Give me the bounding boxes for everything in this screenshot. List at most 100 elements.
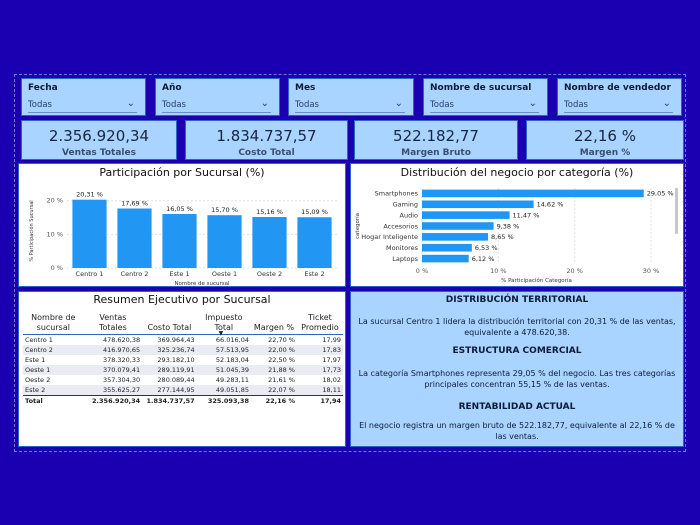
chevron-down-icon[interactable]: ⌄ [528,98,537,109]
cell: Oeste 2 [25,376,51,384]
data-label: 29,05 % [647,190,674,198]
slicer-label: Mes [295,83,316,93]
bar [422,189,644,198]
chevron-down-icon[interactable]: ⌄ [260,98,269,109]
x-tick-label: Centro 2 [121,270,149,278]
slicer-value: Todas [28,100,52,110]
table-row[interactable]: Centro 1 478.620,38 369.964,43 66.016,04… [23,335,343,346]
summary-table: Nombre de sucursal Ventas Totales Costo … [23,312,343,406]
slicer-anio[interactable]: Año Todas ⌄ [155,78,280,116]
slicer-dropdown[interactable]: Todas ⌄ [295,97,405,113]
x-tick-label: Este 1 [169,270,189,278]
cell: 370.079,41 [83,365,143,375]
data-label: 6,12 % [472,255,495,263]
cell: 22,70 % [268,336,295,344]
table-row[interactable]: Oeste 2 357.304,30 280.089,44 49.283,11 … [23,375,343,385]
slicer-vendedor[interactable]: Nombre de vendedor Todas ⌄ [557,78,682,116]
cell: 17,94 [296,395,343,406]
cell: 18,11 [296,385,343,396]
bar [162,214,197,268]
cell: Centro 1 [25,336,53,344]
kpi-value: 22,16 % [574,127,636,145]
y-tick-label: Laptops [392,255,418,263]
bar [422,211,510,219]
bar-chart-svg: 0 % 10 % 20 % 20,31 % Centro 1 17,69 % Centro … [28,191,337,287]
slicer-dropdown[interactable]: Todas ⌄ [564,97,673,113]
scrollbar [675,188,678,234]
bar [422,222,494,230]
slicer-dropdown[interactable]: Todas ⌄ [430,97,539,113]
cell: 17,73 [296,365,343,375]
slicer-dropdown[interactable]: Todas ⌄ [28,97,137,113]
sort-desc-icon[interactable]: ▼ [218,330,224,337]
kpi-caption: Ventas Totales [62,148,136,158]
cell: 22,50 % [268,356,295,364]
col-header[interactable]: Margen % [253,323,295,332]
insight-text: El negocio registra un margen bruto de 5… [359,421,675,441]
x-tick-label: 20 % [566,267,583,275]
cell: Centro 2 [23,345,84,355]
insight-text: La categoría Smartphones representa 29,0… [358,369,676,389]
y-tick-label: 10 % [46,230,63,238]
y-tick-label: Hogar Inteligente [361,233,418,241]
table-row[interactable]: Este 1 378.320,33 293.182,10 52.183,04 2… [23,355,343,365]
kpi-caption: Costo Total [238,148,295,158]
table-row[interactable]: Centro 2 416.970,65 325.236,74 57.513,95… [23,345,343,355]
col-header[interactable]: Nombre de sucursal [31,313,76,332]
data-label: 15,70 % [211,206,238,214]
y-tick-label: Audio [400,211,418,219]
chart-title: Participación por Sucursal (%) [99,166,265,179]
slicer-mes[interactable]: Mes Todas ⌄ [288,78,414,116]
kpi-caption: Margen Bruto [401,148,471,158]
cell: 17,83 [296,345,343,355]
chart-participacion-sucursal[interactable]: Participación por Sucursal (%) 0 % 10 % 20… [18,163,346,287]
cell: 57.513,95 [196,345,251,355]
x-axis-label: % Participación Categoría [501,277,572,284]
slicer-label: Año [162,83,182,93]
insight-heading: ESTRUCTURA COMERCIAL [452,346,582,356]
col-header[interactable]: Costo Total [147,323,192,332]
table-row[interactable]: Oeste 1 370.079,41 289.119,91 51.045,39 … [23,365,343,375]
data-label: 8,65 % [491,233,514,241]
chevron-down-icon[interactable]: ⌄ [662,98,671,109]
table-row[interactable]: Este 2 355.625,27 277.144,95 49.051,85 2… [23,385,343,396]
slicer-value: Todas [162,100,186,110]
cell: 289.119,91 [142,365,197,375]
cell: 51.045,39 [196,365,251,375]
cell: 17,99 [322,336,341,344]
slicer-value: Todas [564,100,588,110]
bar [422,233,489,241]
cell: 369.964,43 [157,336,195,344]
cell: 21,88 % [250,365,297,375]
cell: 355.625,27 [83,385,143,396]
x-tick-label: Este 2 [304,270,324,278]
col-header[interactable]: Ticket Promedio [301,313,339,332]
cell: 357.304,30 [102,376,141,384]
slicer-label: Nombre de vendedor [564,83,671,93]
cell: Total [23,395,84,406]
cell: 325.236,74 [142,345,197,355]
bar [422,243,472,252]
col-header-sorted[interactable]: Impuesto Total ▼ [197,312,251,337]
hbar-chart-svg: 0 % 10 % 20 % 30 % 29,05 % Smartphones 14,62 %… [354,188,678,284]
cell: 280.089,44 [157,376,195,384]
data-label: 20,31 % [76,191,103,199]
bar [252,217,287,268]
col-header[interactable]: Ventas Totales [99,313,127,332]
kpi-margen-bruto: 522.182,77 Margen Bruto [354,120,518,160]
cell: 478.620,38 [102,336,141,344]
x-tick-label: 0 % [416,267,428,275]
slicer-sucursal[interactable]: Nombre de sucursal Todas ⌄ [423,78,548,116]
resumen-table-panel: Resumen Ejecutivo por Sucursal Nombre de… [18,291,346,447]
bar [422,200,534,209]
chevron-down-icon[interactable]: ⌄ [394,98,403,109]
chevron-down-icon[interactable]: ⌄ [126,98,135,109]
insight-heading: DISTRIBUCIÓN TERRITORIAL [445,295,589,305]
cell: 325.093,38 [196,395,251,406]
cell: Este 1 [25,356,46,364]
slicer-value: Todas [430,100,454,110]
slicer-dropdown[interactable]: Todas ⌄ [162,97,271,113]
bar [297,217,332,268]
slicer-fecha[interactable]: Fecha Todas ⌄ [21,78,146,116]
chart-distribucion-categoria[interactable]: Distribución del negocio por categoría (… [350,163,684,287]
